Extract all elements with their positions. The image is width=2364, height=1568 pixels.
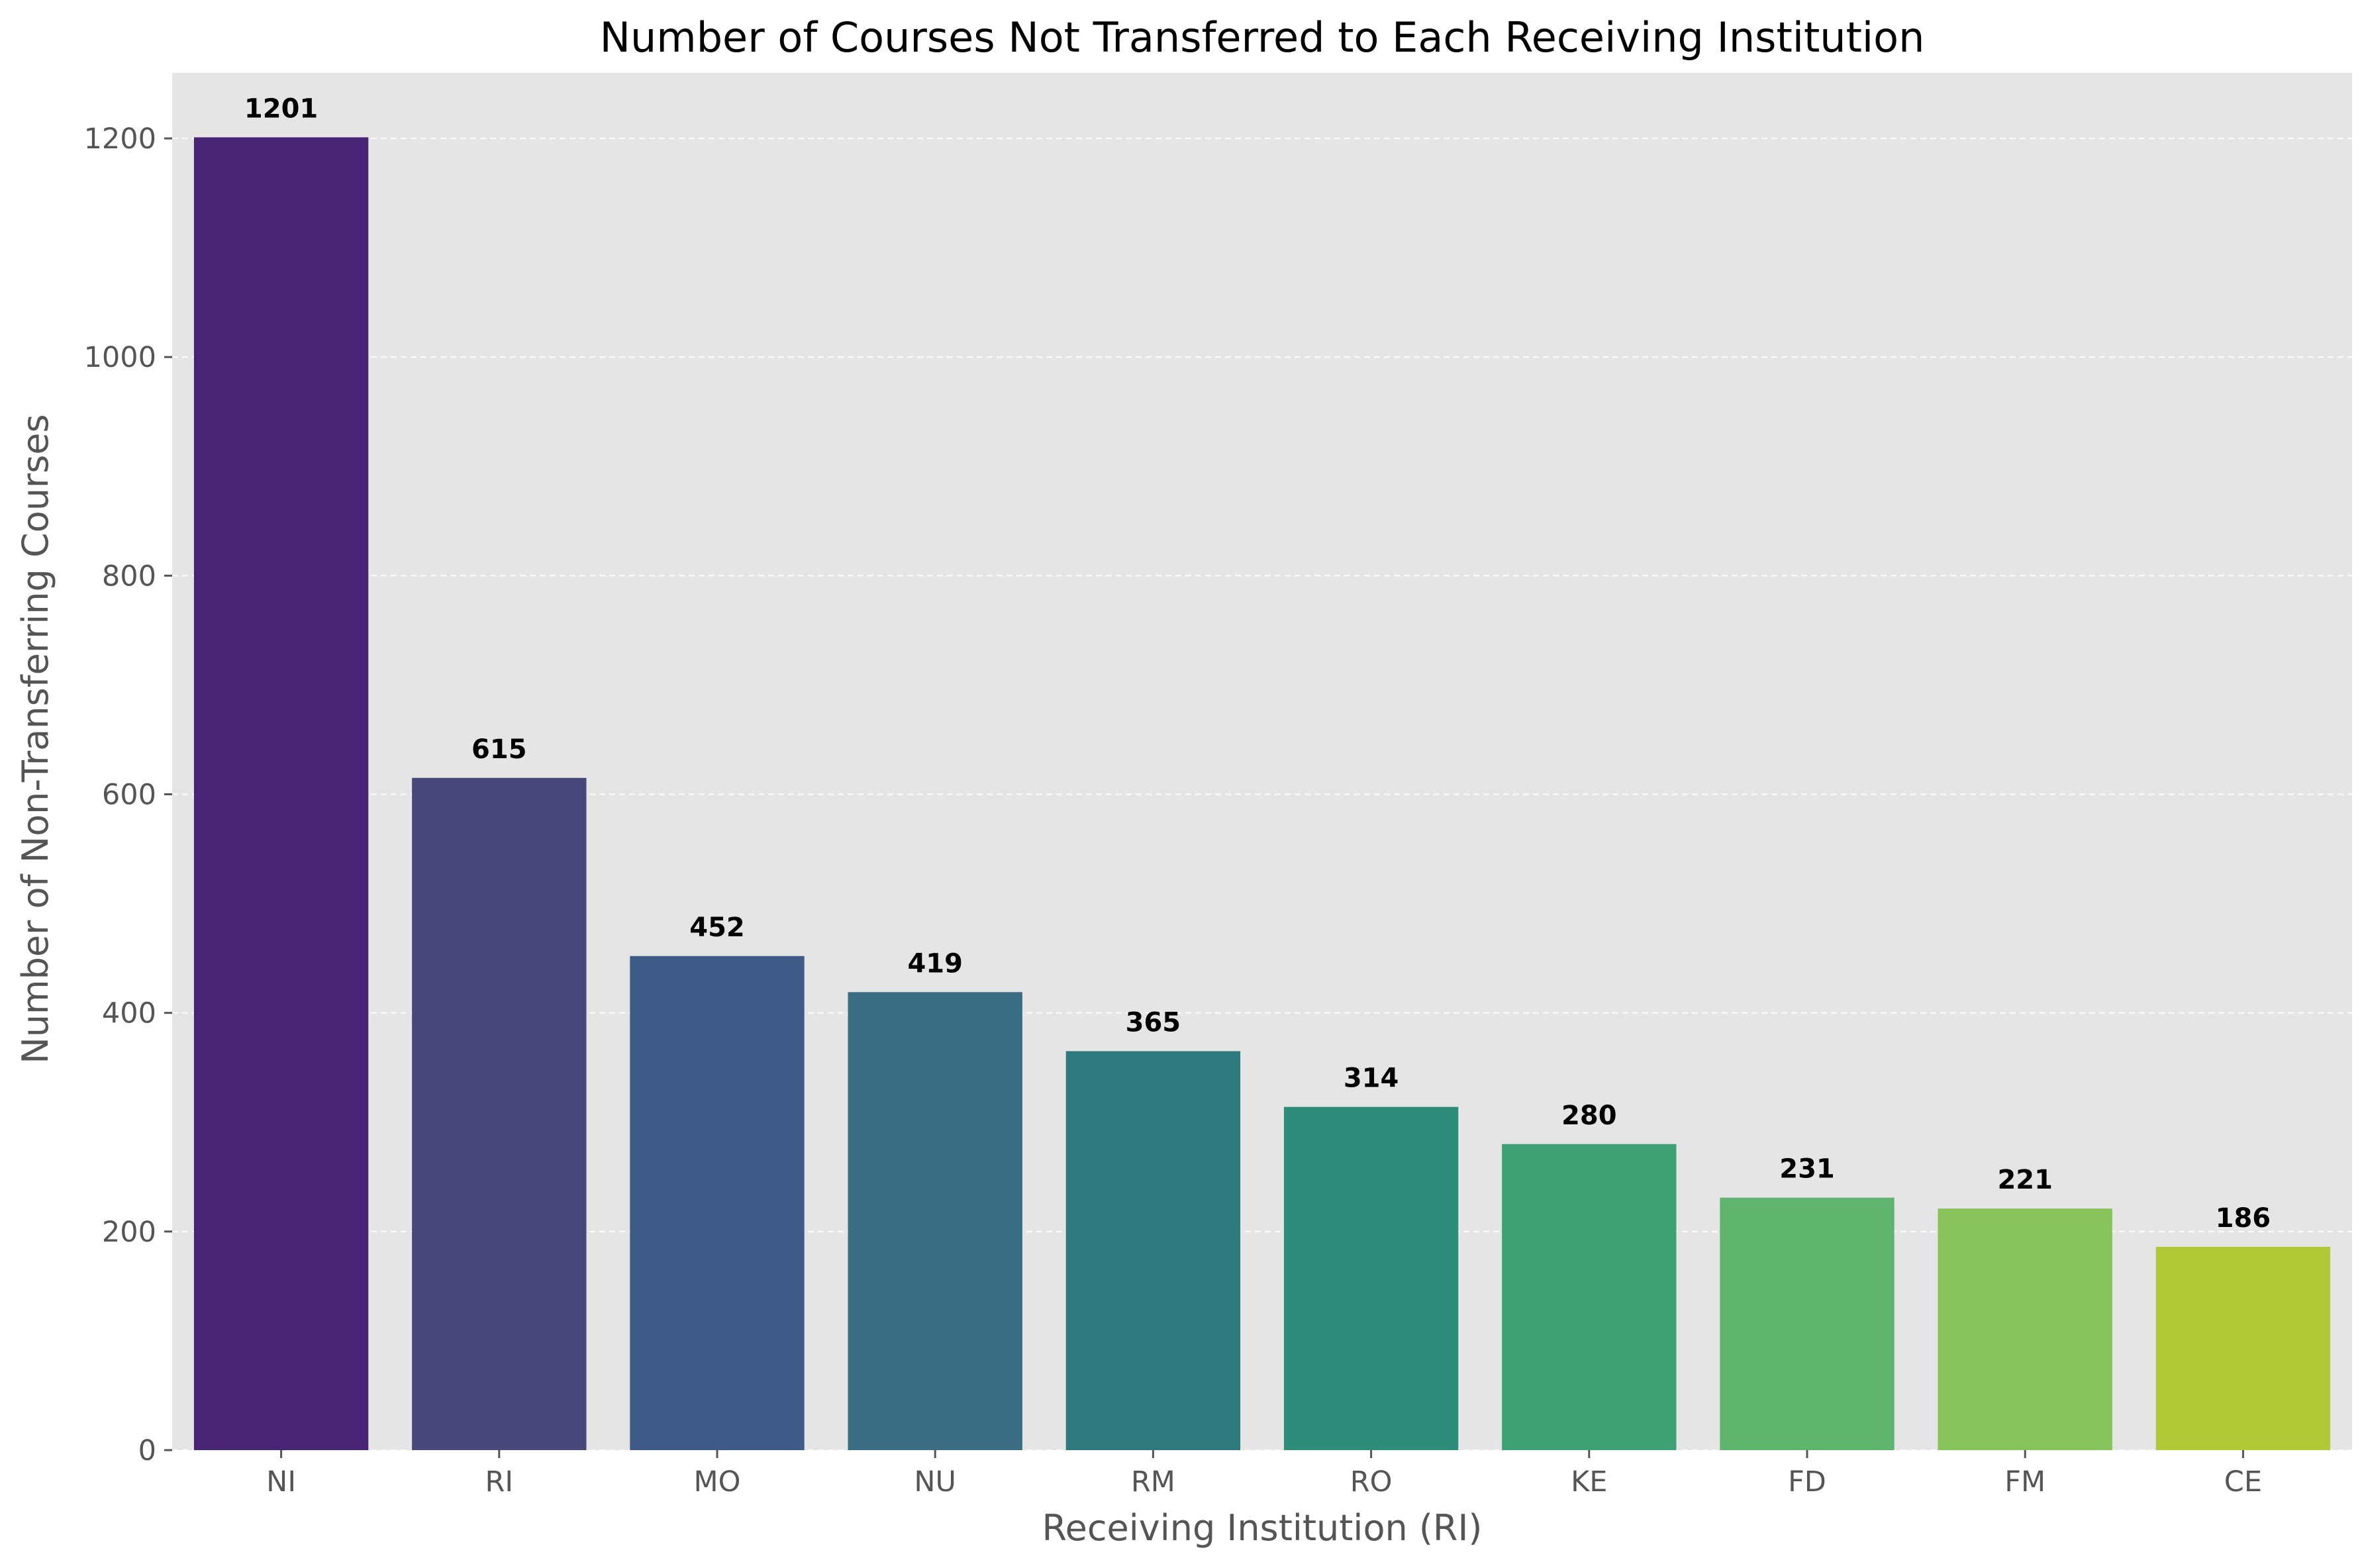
x-axis-ticks: NI RI MO NU RM RO KE FD FM CE xyxy=(266,1450,2262,1498)
bar-value-labels: 1201 615 452 419 365 314 280 231 221 186 xyxy=(244,93,2271,1234)
bar-ce xyxy=(2155,1246,2331,1450)
x-tick-label: RI xyxy=(485,1465,514,1498)
bar-value-label: 365 xyxy=(1126,1007,1181,1038)
y-tick-label: 1200 xyxy=(84,122,156,156)
bar-mo xyxy=(630,956,805,1450)
x-axis-label: Receiving Institution (RI) xyxy=(1042,1507,1483,1549)
chart-title: Number of Courses Not Transferred to Eac… xyxy=(600,13,1925,62)
bar-value-label: 1201 xyxy=(244,93,318,124)
x-tick-label: RM xyxy=(1131,1465,1175,1498)
bar-value-label: 452 xyxy=(689,912,745,943)
x-tick-label: FM xyxy=(2004,1465,2045,1498)
bar-value-label: 615 xyxy=(471,734,527,765)
bar-value-label: 419 xyxy=(907,948,963,979)
y-tick-label: 400 xyxy=(102,997,156,1030)
bar-fm xyxy=(1938,1208,2112,1450)
bar-value-label: 231 xyxy=(1779,1154,1835,1185)
x-tick-label: NU xyxy=(914,1465,956,1498)
bar-ni xyxy=(193,137,369,1450)
bar-value-label: 280 xyxy=(1561,1101,1617,1131)
bar-value-label: 314 xyxy=(1344,1063,1399,1094)
bars xyxy=(193,137,2331,1450)
bar-ro xyxy=(1283,1106,1459,1450)
bar-fd xyxy=(1720,1197,1895,1450)
y-tick-label: 1000 xyxy=(84,341,156,374)
y-axis-ticks: 0 200 400 600 800 1000 1200 xyxy=(84,122,172,1467)
x-tick-label: MO xyxy=(694,1465,741,1498)
y-axis-label: Number of Non-Transferring Courses xyxy=(15,414,56,1063)
bar-ke xyxy=(1502,1144,1677,1450)
x-tick-label: CE xyxy=(2224,1465,2262,1498)
x-tick-label: RO xyxy=(1350,1465,1393,1498)
bar-ri xyxy=(412,777,587,1450)
y-tick-label: 0 xyxy=(138,1434,156,1467)
y-tick-label: 800 xyxy=(102,560,156,593)
x-tick-label: FD xyxy=(1788,1465,1826,1498)
bar-nu xyxy=(848,992,1022,1450)
bar-value-label: 221 xyxy=(1997,1165,2053,1195)
y-tick-label: 200 xyxy=(102,1216,156,1249)
x-tick-label: KE xyxy=(1571,1465,1607,1498)
y-tick-label: 600 xyxy=(102,779,156,812)
bar-value-label: 186 xyxy=(2216,1203,2271,1234)
bar-rm xyxy=(1065,1051,1241,1450)
x-tick-label: NI xyxy=(266,1465,296,1498)
